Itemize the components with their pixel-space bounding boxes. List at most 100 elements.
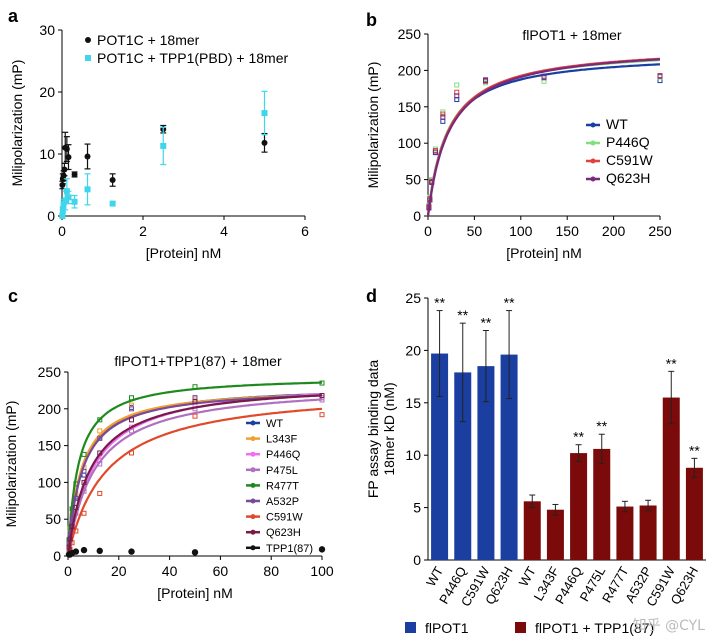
- data-point-pot1c-tpp1: [261, 110, 268, 117]
- data-point: [318, 546, 326, 553]
- data-point: [129, 450, 134, 456]
- y-tick-label: 30: [39, 22, 55, 38]
- data-point-pot1c: [261, 139, 268, 146]
- panel-letter: a: [8, 6, 19, 26]
- significance-mark: **: [504, 295, 515, 311]
- data-point: [426, 205, 432, 211]
- data-point: [319, 380, 325, 386]
- data-point-pot1c-tpp1: [109, 200, 116, 207]
- legend-marker: [250, 451, 256, 457]
- data-point: [81, 451, 87, 457]
- data-point: [97, 461, 103, 467]
- data-point: [66, 544, 72, 550]
- bar-wt: [431, 353, 449, 560]
- legend-marker: [590, 140, 596, 146]
- data-point: [429, 180, 435, 186]
- fit-curve-c591w: [66, 407, 323, 557]
- y-tick-label: 100: [398, 135, 422, 151]
- data-point: [541, 75, 547, 81]
- y-axis-label-line: 18mer kD (nM): [381, 382, 397, 475]
- x-tick-label: 20: [111, 563, 127, 579]
- y-tick-label: 250: [38, 364, 62, 380]
- y-tick-label: 5: [413, 500, 421, 516]
- data-point: [129, 428, 134, 434]
- legend-label: POT1C + TPP1(PBD) + 18mer: [97, 50, 288, 66]
- legend-label: R477T: [266, 480, 299, 492]
- data-point-pot1c-tpp1: [62, 197, 69, 204]
- bar-q623h: [685, 467, 703, 560]
- data-point: [129, 406, 134, 412]
- data-point-pot1c-tpp1: [71, 198, 78, 205]
- data-point: [440, 114, 446, 120]
- data-point: [73, 496, 79, 502]
- data-point-pot1c: [61, 166, 68, 173]
- y-tick-label: 0: [413, 208, 421, 224]
- y-tick-label: 100: [38, 474, 62, 490]
- bar-l343f: [546, 509, 564, 560]
- y-tick-label: 10: [39, 146, 55, 162]
- legend-label: Q623H: [266, 527, 301, 539]
- bar-c591w: [662, 397, 680, 560]
- legend-label: C591W: [606, 152, 653, 168]
- data-point: [72, 548, 80, 555]
- panel-c-chart: c 0 50 100 150 200 250 0 20 40 60 80 100 [Protein] nM…: [3, 286, 334, 601]
- data-point: [73, 528, 79, 534]
- data-point: [128, 548, 135, 555]
- bar-p446q: [570, 453, 588, 560]
- x-tick-label: WT: [423, 564, 446, 589]
- data-point-pot1c-tpp1: [59, 213, 66, 219]
- fit-curve-q623h: [66, 394, 323, 557]
- legend-marker: [250, 436, 256, 442]
- x-tick-label: 0: [64, 563, 72, 579]
- y-axis-label: Milipolarization (mP): [3, 401, 19, 528]
- legend-marker: [250, 420, 256, 426]
- significance-mark: **: [666, 355, 677, 371]
- data-point: [97, 490, 103, 496]
- legend-label: WT: [266, 418, 283, 430]
- bar-wt: [523, 501, 541, 560]
- legend-label: P446Q: [606, 134, 650, 150]
- legend-marker: [590, 176, 596, 182]
- data-point-pot1c-tpp1: [84, 186, 91, 193]
- x-tick-label: 200: [602, 223, 626, 239]
- bar-q623h: [500, 354, 518, 560]
- data-point: [96, 547, 103, 555]
- bar-a532p: [639, 505, 657, 560]
- x-tick-label: 4: [220, 223, 228, 239]
- data-point-pot1c-tpp1: [60, 200, 67, 207]
- x-tick-label: 100: [509, 223, 533, 239]
- legend-label: L343F: [266, 434, 297, 446]
- significance-mark: **: [689, 442, 700, 458]
- significance-mark: **: [480, 314, 491, 330]
- data-point: [97, 435, 103, 441]
- significance-mark: **: [457, 307, 468, 323]
- legend-label: Q623H: [606, 170, 650, 186]
- bar-p446q: [454, 372, 472, 560]
- data-point: [192, 384, 198, 390]
- y-tick-label: 10: [405, 447, 421, 463]
- data-point: [319, 412, 325, 418]
- y-tick-label: 0: [53, 548, 61, 564]
- x-axis-label: [Protein] nM: [506, 245, 581, 261]
- x-tick-label: 0: [58, 223, 66, 239]
- panel-letter: c: [8, 286, 18, 306]
- legend-label: TPP1(87): [266, 543, 313, 555]
- y-tick-label: 0: [47, 208, 55, 224]
- panel-letter: b: [366, 10, 377, 30]
- fit-curve-q623h: [426, 58, 661, 217]
- data-point: [73, 504, 79, 510]
- legend-label: P475L: [266, 465, 298, 477]
- y-tick-label: 50: [45, 511, 61, 527]
- chart-title: flPOT1 + 18mer: [522, 27, 622, 43]
- bar-c591w: [477, 366, 495, 560]
- bar-p475l: [593, 448, 611, 560]
- data-point: [483, 78, 489, 84]
- bar-r477t: [616, 506, 634, 560]
- legend-marker: [250, 529, 256, 535]
- x-tick-label: 0: [424, 223, 432, 239]
- legend-marker-pot1c: [85, 37, 91, 43]
- data-point: [129, 395, 134, 401]
- x-axis-label: [Protein] nM: [157, 585, 232, 601]
- legend-marker-pot1c-tpp1: [85, 55, 91, 61]
- y-tick-label: 0: [413, 552, 421, 568]
